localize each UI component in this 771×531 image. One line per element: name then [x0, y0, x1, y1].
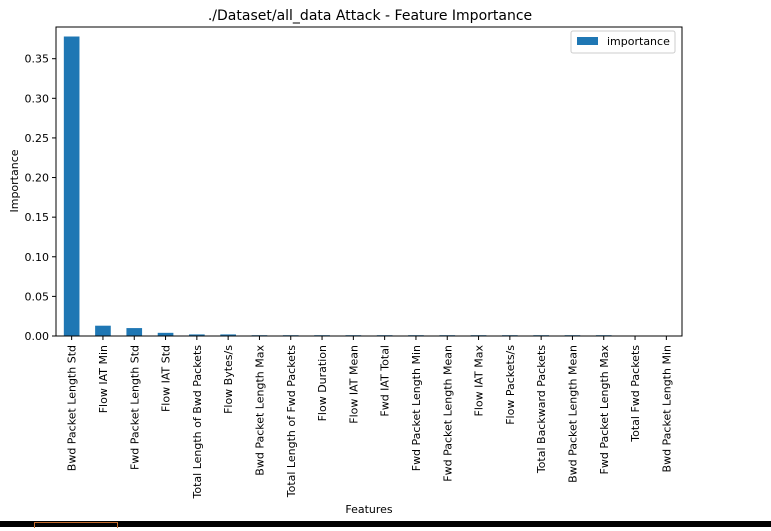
x-axis-label: Features — [345, 503, 393, 516]
x-tick-label: Flow IAT Mean — [347, 345, 360, 424]
y-tick-label: 0.15 — [25, 211, 50, 224]
x-tick-label: Total Length of Fwd Packets — [285, 345, 298, 499]
bar-fwd-packet-length-std — [126, 328, 143, 336]
y-axis-label: Importance — [8, 149, 21, 212]
x-tick-label: Bwd Packet Length Max — [253, 345, 266, 476]
legend-label-importance: importance — [607, 35, 670, 48]
x-tick-label: Flow Packets/s — [504, 345, 517, 425]
y-tick-label: 0.10 — [25, 251, 50, 264]
legend: importance — [570, 30, 676, 54]
y-tick-label: 0.25 — [25, 132, 50, 145]
x-tick-label: Bwd Packet Length Min — [660, 345, 673, 472]
bar-bwd-packet-length-std — [63, 36, 80, 336]
x-tick-label: Fwd Packet Length Min — [410, 345, 423, 471]
bar-flow-iat-min — [95, 325, 111, 336]
x-tick-label: Flow IAT Max — [473, 345, 486, 417]
x-tick-label: Total Backward Packets — [535, 345, 548, 474]
y-axis-ticks: 0.00 0.05 0.10 0.15 0.20 0.25 0.30 0.35 — [25, 53, 56, 343]
plot-frame — [55, 26, 683, 337]
bar-total-length-of-bwd-packets — [189, 334, 205, 336]
y-tick-label: 0.35 — [25, 53, 50, 66]
bottom-taskbar-strip — [0, 521, 771, 528]
taskbar-tab[interactable] — [34, 522, 118, 528]
x-tick-label: Bwd Packet Length Mean — [566, 345, 579, 483]
x-tick-label: Fwd IAT Total — [379, 345, 392, 417]
x-tick-label: Total Fwd Packets — [629, 345, 642, 443]
x-tick-label: Flow IAT Min — [97, 345, 110, 413]
x-axis-ticks: Bwd Packet Length Std Flow IAT Min Fwd Pac… — [66, 336, 673, 500]
x-tick-label: Bwd Packet Length Std — [66, 345, 79, 471]
bar-flow-bytes-s — [220, 334, 236, 336]
legend-swatch-importance — [577, 37, 598, 45]
x-tick-label: Fwd Packet Length Mean — [441, 345, 454, 482]
x-tick-label: Flow IAT Std — [160, 345, 173, 412]
y-tick-label: 0.20 — [25, 172, 50, 185]
bars-group — [63, 36, 612, 336]
x-tick-label: Total Length of Bwd Packets — [191, 345, 204, 500]
chart-title: ./Dataset/all_data Attack - Feature Impo… — [208, 8, 532, 24]
legend-frame — [570, 30, 676, 54]
x-tick-label: Flow Bytes/s — [222, 345, 235, 414]
x-tick-label: Fwd Packet Length Std — [128, 345, 141, 470]
x-tick-label: Flow Duration — [316, 345, 329, 421]
y-tick-label: 0.00 — [25, 330, 50, 343]
bar-flow-iat-std — [157, 332, 174, 336]
y-tick-label: 0.30 — [25, 92, 50, 105]
y-tick-label: 0.05 — [25, 290, 50, 303]
x-tick-label: Fwd Packet Length Max — [598, 345, 611, 475]
